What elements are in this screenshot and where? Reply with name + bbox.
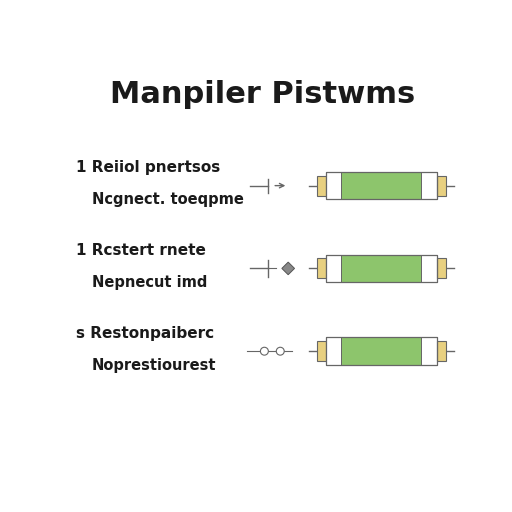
Bar [326,254,342,282]
Bar [342,337,421,365]
Circle shape [261,347,268,355]
Bar [326,172,342,199]
Bar [326,337,342,365]
Text: s Restonpaiberc: s Restonpaiberc [76,326,214,341]
Bar [342,254,421,282]
Text: Nepnecut imd: Nepnecut imd [92,275,207,290]
Text: 1 Reiiol pnertsos: 1 Reiiol pnertsos [76,160,220,176]
Circle shape [276,347,284,355]
Bar [437,176,446,196]
Bar [317,259,326,279]
Bar [421,337,437,365]
Bar [317,176,326,196]
Bar [421,172,437,199]
Text: Noprestiourest: Noprestiourest [92,357,216,373]
Bar [437,342,446,361]
Bar [342,172,421,199]
Bar [326,337,437,365]
Polygon shape [282,262,294,275]
Bar [437,259,446,279]
Bar [326,254,437,282]
Bar [326,172,437,199]
Bar [317,342,326,361]
Text: Ncgnect. toeqpme: Ncgnect. toeqpme [92,192,244,207]
Bar [421,254,437,282]
Text: Manpiler Pistwms: Manpiler Pistwms [110,80,415,110]
Text: 1 Rcstert rnete: 1 Rcstert rnete [76,243,206,258]
